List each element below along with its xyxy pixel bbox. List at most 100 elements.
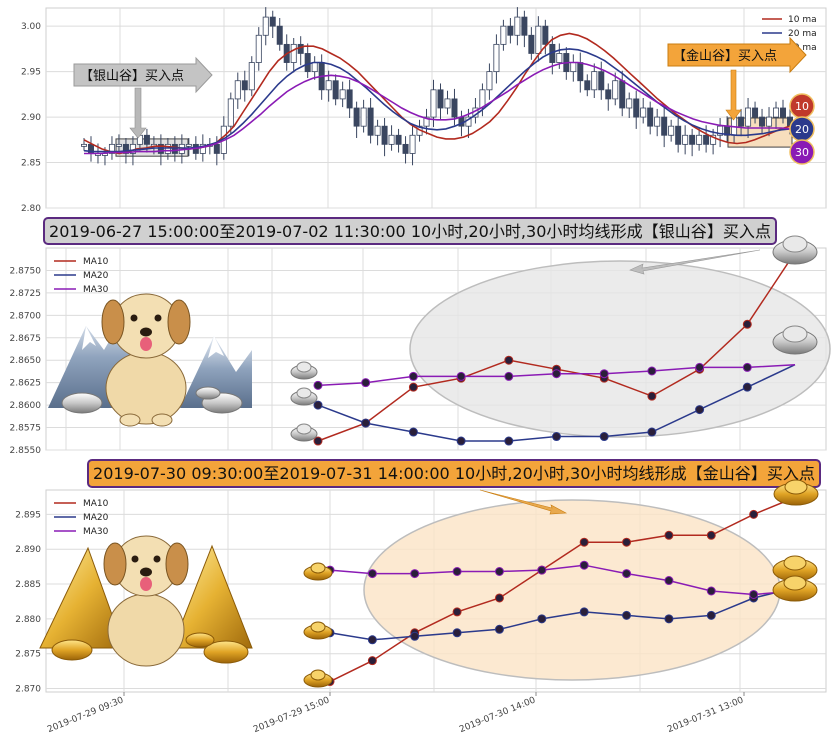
silver-ma10-point [742,319,752,329]
candle-body [290,43,297,63]
candle-body [360,107,367,127]
candle-body [752,107,759,118]
candle-body [325,80,332,91]
silver-y-tick-label: 2.8650 [10,356,42,366]
candle-body [381,125,388,145]
gold-arrow-shape [667,36,807,74]
candle-body [262,16,269,36]
silver-annotation-label: 【银山谷】买入点 [80,69,184,84]
candle-body [199,143,206,154]
candle-body [409,134,416,154]
gold-ingot-c [185,632,215,648]
gold-ma10-point [494,593,504,603]
kline-y-tick-label: 2.85 [21,159,41,169]
candle-body [388,134,395,145]
candle-body [626,98,633,109]
candle-body [668,125,675,136]
candle-body [570,62,577,73]
legend-label-30ma: 30 ma [788,43,817,53]
badge-30 [789,139,815,165]
silver-y-ticks: 2.8550 2.8575 2.8600 2.8625 2.8650 2.8675 2.87… [10,266,42,456]
dog-paw-right [151,413,173,427]
silver-banner-box [43,217,777,245]
silver-ma30-point [313,380,323,390]
silver-ma20-point [408,427,418,437]
gold-ma10-point [749,509,759,519]
gold-ma20-point [537,614,547,624]
silver-ma30-point [695,362,705,372]
gold-ma20-point [579,607,589,617]
dog-gold-illustration [39,535,253,667]
candle-body [717,125,724,136]
dog-body [105,351,187,425]
candle-body [143,134,150,145]
gold-y-tick-label: 2.890 [15,545,41,555]
candle-body [738,116,745,127]
dog-body [107,593,185,667]
dog-eye-left [131,555,139,563]
silver-valley-ellipse [409,260,831,438]
candle-body [437,89,444,109]
candle-body [164,143,171,154]
candle-body [703,134,710,145]
silver-ma30-point [408,371,418,381]
dog-figure [103,535,189,667]
kline-y-tick-label: 3.00 [21,22,41,32]
kline-ma30-line [84,61,791,155]
candle-body [395,134,402,145]
dog-paw-left [119,413,141,427]
dog-ear-left [101,299,125,345]
gold-ingot-icon [303,562,333,581]
candle-body [745,107,752,127]
candle-body [108,143,115,154]
gold-ma20-point [367,635,377,645]
gold-banner-box [87,459,821,488]
candle-body [374,125,381,136]
gold-ingots-group [51,632,249,664]
gold-ma10-point [664,530,674,540]
candle-body [486,71,493,91]
candle-body [766,116,773,127]
dog-silver-illustration [48,293,252,427]
candle-body [269,16,276,27]
candle-body [605,89,612,100]
gold-ma10-point [452,607,462,617]
silver-ma10-point [408,382,418,392]
silver-ingot-a [61,392,103,414]
silver-ma20-point [552,432,561,442]
dog-nose [140,567,152,577]
gold-y-ticks: 2.870 2.875 2.880 2.885 2.890 2.895 [15,510,41,694]
candle-body [759,116,766,127]
gold-annotation-label: 【金山谷】买入点 [673,48,777,64]
candle-body [556,53,563,63]
legend-label-20ma: 20 ma [788,29,817,39]
gold-ma10-point [706,530,716,540]
candle-body [689,134,696,145]
gold-ingot-icon [772,575,818,602]
gold-ingot-icon [772,555,818,582]
gold-x-ticks: 2019-07-29 09:30 2019-07-29 15:00 2019-07-… [46,692,745,735]
candle-body [514,16,521,36]
badge-20-label: 20 [795,123,809,136]
gold-x-tick-label: 2019-07-30 14:00 [458,695,537,735]
candle-body [612,80,619,100]
candle-body [171,143,178,154]
candle-body [654,116,661,127]
silver-y-tick-label: 2.8700 [10,311,42,321]
silver-ma20-point [361,418,371,428]
candle-body [584,80,591,91]
badge-10-label: 10 [795,100,809,113]
silver-ma30-point [504,371,514,381]
gold-ma20-point [452,628,462,638]
kline-y-tick-label: 2.80 [21,204,41,214]
silver-arrow-shape [73,56,213,94]
silver-y-tick-label: 2.8600 [10,401,42,411]
gold-ma20-point [410,631,420,641]
silver-title-banner: 2019-06-27 15:00:00至2019-07-02 11:30:00 … [43,217,777,245]
silver-y-tick-label: 2.8575 [10,424,42,434]
gold-title-banner: 2019-07-30 09:30:00至2019-07-31 14:00:00 … [87,459,821,488]
silver-ma20-point [456,436,466,446]
silver-ma10-point [504,355,514,365]
silver-ingot-icon [290,361,318,380]
gold-ma30-point [622,569,632,579]
